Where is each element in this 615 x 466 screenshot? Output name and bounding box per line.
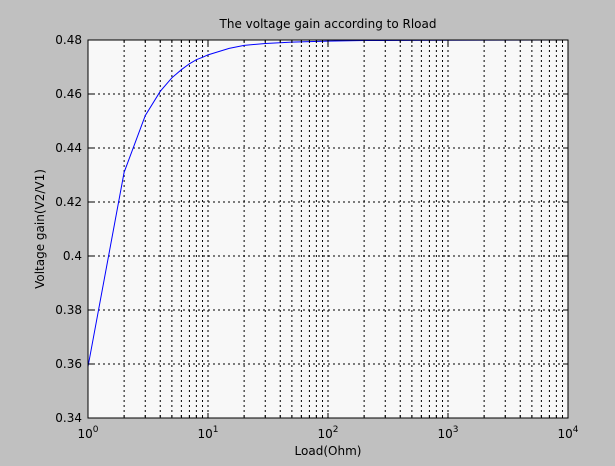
x-tick-label: 101 [197,425,218,441]
y-axis-label: Voltage gain(V2/V1) [33,169,47,289]
y-tick-label: 0.34 [55,411,82,425]
x-tick-label: 103 [437,425,458,441]
y-tick-label: 0.44 [55,141,82,155]
x-tick-labels: 100 101 102 103 104 [77,425,578,441]
chart-title: The voltage gain according to Rload [219,17,437,31]
y-tick-label: 0.46 [55,87,82,101]
y-tick-label: 0.42 [55,195,82,209]
ticks [88,39,568,419]
y-tick-label: 0.48 [55,33,82,47]
x-axis-label: Load(Ohm) [295,444,362,458]
y-tick-label: 0.36 [55,357,82,371]
x-tick-label: 102 [317,425,338,441]
y-tick-label: 0.38 [55,303,82,317]
y-tick-label: 0.4 [63,249,82,263]
x-tick-label: 100 [77,425,98,441]
y-tick-labels: 0.34 0.36 0.38 0.4 0.42 0.44 0.46 0.48 [55,33,82,425]
x-tick-label: 104 [557,425,578,441]
grid [88,40,568,418]
